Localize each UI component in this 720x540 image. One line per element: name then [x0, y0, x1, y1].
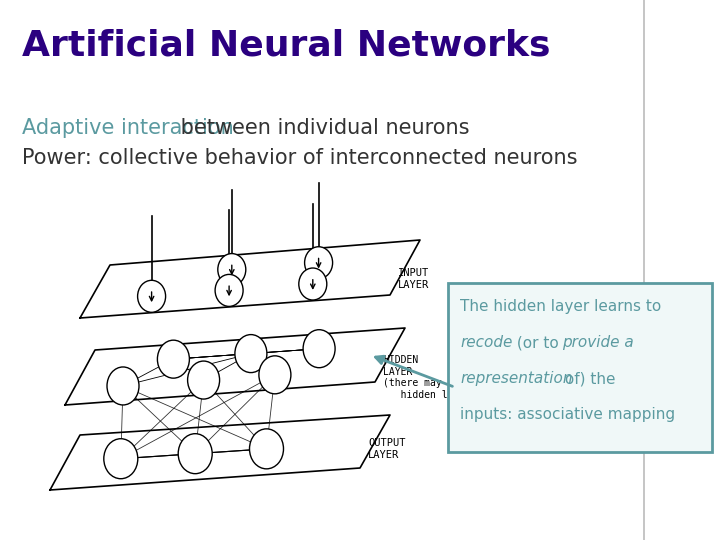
- Text: (or to: (or to: [512, 335, 564, 350]
- Ellipse shape: [305, 247, 333, 279]
- Ellipse shape: [299, 268, 327, 300]
- Text: Adaptive interaction: Adaptive interaction: [22, 118, 234, 138]
- Ellipse shape: [303, 330, 335, 368]
- Ellipse shape: [259, 356, 291, 394]
- Text: HIDDEN
LAYER
(there may be several
   hidden layers): HIDDEN LAYER (there may be several hidde…: [383, 355, 506, 400]
- Text: Artificial Neural Networks: Artificial Neural Networks: [22, 28, 551, 62]
- Text: OUTPUT
LAYER: OUTPUT LAYER: [368, 438, 405, 460]
- Text: INPUT
LAYER: INPUT LAYER: [398, 268, 429, 289]
- Text: recode: recode: [460, 335, 513, 350]
- Ellipse shape: [235, 335, 267, 373]
- Ellipse shape: [179, 434, 212, 474]
- Text: The hidden layer learns to: The hidden layer learns to: [460, 299, 661, 314]
- Ellipse shape: [217, 254, 246, 286]
- Text: inputs: associative mapping: inputs: associative mapping: [460, 407, 675, 422]
- Ellipse shape: [158, 340, 189, 378]
- Ellipse shape: [188, 361, 220, 399]
- Text: representation: representation: [460, 371, 572, 386]
- FancyBboxPatch shape: [448, 283, 712, 452]
- Text: provide a: provide a: [562, 335, 634, 350]
- Ellipse shape: [250, 429, 284, 469]
- Text: between individual neurons: between individual neurons: [174, 118, 469, 138]
- Text: Power: collective behavior of interconnected neurons: Power: collective behavior of interconne…: [22, 148, 577, 168]
- Ellipse shape: [104, 438, 138, 479]
- Text: of) the: of) the: [560, 371, 616, 386]
- Ellipse shape: [107, 367, 139, 405]
- Ellipse shape: [215, 274, 243, 306]
- Ellipse shape: [138, 280, 166, 312]
